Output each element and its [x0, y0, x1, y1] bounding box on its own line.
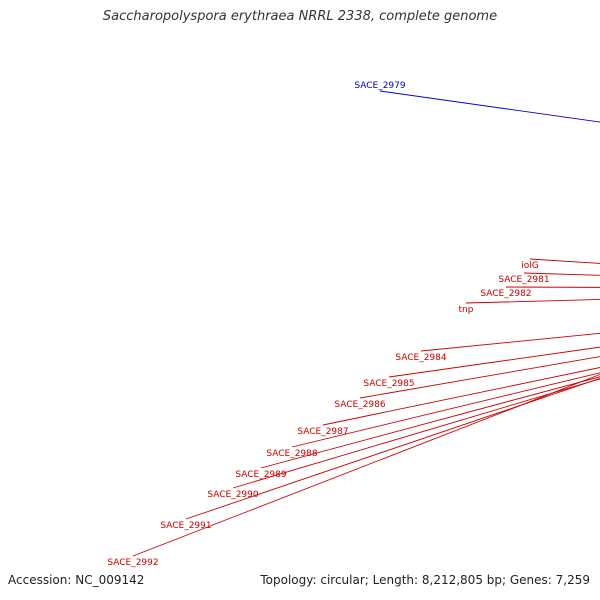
gene-label: SACE_2989 [235, 470, 287, 480]
gene-label: SACE_2981 [498, 275, 549, 285]
leader-line [132, 373, 600, 557]
leader-line [529, 258, 600, 264]
gene-label: SACE_2990 [207, 490, 259, 500]
gene-label: SACE_2991 [160, 521, 211, 531]
leader-lines-layer [132, 90, 600, 557]
map-title: Saccharopolyspora erythraea NRRL 2338, c… [102, 9, 498, 24]
gene-label: iolG [521, 261, 539, 271]
leader-line [291, 372, 600, 448]
gene-label: SACE_2984 [395, 353, 447, 363]
gene-label: SACE_2979 [354, 81, 406, 91]
gene-label: SACE_2992 [107, 558, 158, 568]
leader-line [232, 378, 600, 489]
leader-line [359, 356, 600, 399]
accession-text: Accession: NC_009142 [8, 573, 145, 587]
gene-label: SACE_2987 [297, 427, 348, 437]
leader-line [260, 376, 600, 469]
genome-summary-text: Topology: circular; Length: 8,212,805 bp… [260, 573, 590, 587]
leader-line [185, 377, 600, 520]
leader-line [388, 346, 600, 378]
gene-label: SACE_2988 [266, 449, 318, 459]
leader-line [322, 367, 600, 426]
gene-label: SACE_2986 [334, 400, 386, 410]
gene-label: SACE_2982 [480, 289, 531, 299]
leader-line [379, 90, 600, 123]
gene-label: SACE_2985 [363, 379, 414, 389]
gene-label: tnp [459, 305, 474, 315]
